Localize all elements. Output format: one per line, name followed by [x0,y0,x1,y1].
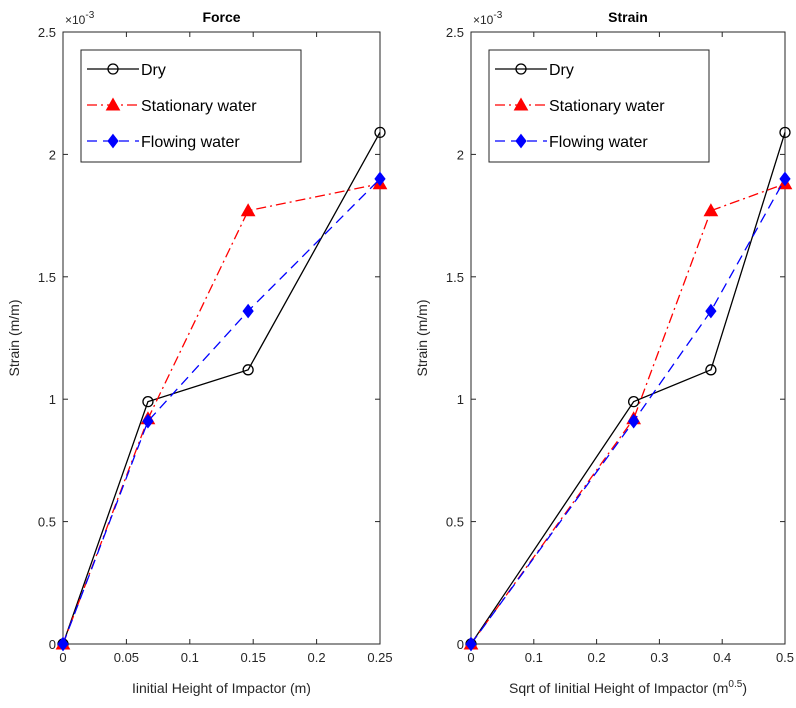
series-line [62,132,381,645]
y-tick-label: 1.5 [446,270,464,285]
data-point [142,413,154,429]
y-tick-label: 0 [49,637,56,652]
legend-label: Stationary water [141,98,257,115]
legend-marker [513,97,529,111]
data-point [57,636,69,652]
chart-panel-1: 0 0.05 0.1 0.15 0.2 0.25 0 0.5 1 1.5 2 2.5 ×10-3 Forc… [6,9,393,696]
data-point [242,364,254,376]
series-line [62,178,381,645]
x-axis-label: Sqrt of Iinitial Height of Impactor (m0.… [509,679,747,696]
chart-title: Strain [608,9,648,25]
x-tick-label: 0.2 [588,650,606,665]
data-point [242,303,254,319]
x-tick-label: 0.1 [525,650,543,665]
data-point [374,171,386,187]
chart-title: Force [202,9,240,25]
x-tick-label: 0.2 [308,650,326,665]
x-tick-label: 0.05 [114,650,139,665]
series-flowing-water [57,171,386,652]
x-tick-label: 0.15 [241,650,266,665]
series-flowing-water [465,171,791,652]
x-tick-label: 0.1 [181,650,199,665]
data-point [779,126,791,139]
x-tick-label: 0.5 [776,650,794,665]
data-point [705,303,717,319]
y-tick-label: 1 [457,392,464,407]
legend-label: Stationary water [549,98,665,115]
series-line [470,178,786,645]
y-tick-label: 2 [457,147,464,162]
chart-panel-2: 0 0.1 0.2 0.3 0.4 0.5 0 0.5 1 1.5 2 2.5 ×10-3 Strain S… [414,9,794,696]
series-line [470,183,786,645]
y-tick-label: 2.5 [446,25,464,40]
legend-marker [515,63,527,75]
y-exponent-label: ×10-3 [65,10,95,27]
y-tick-label: 2.5 [38,25,56,40]
series-line [470,132,786,645]
y-tick-label: 2 [49,147,56,162]
y-tick-label: 0 [457,637,464,652]
y-exponent-label: ×10-3 [473,10,503,27]
legend-label: Dry [141,62,166,79]
legend: Dry Stationary water Flowing water [488,49,710,163]
x-tick-label: 0.25 [367,650,392,665]
legend-label: Dry [549,62,574,79]
legend-label: Flowing water [141,134,240,151]
data-point [142,395,154,408]
y-tick-label: 0.5 [38,515,56,530]
data-point [703,203,719,217]
legend: Dry Stationary water Flowing water [80,49,302,163]
y-tick-label: 0.5 [446,515,464,530]
legend-label: Flowing water [549,134,648,151]
y-axis-label: Strain (m/m) [6,300,22,377]
data-point [628,413,640,429]
y-tick-label: 1 [49,392,56,407]
x-tick-label: 0 [59,650,66,665]
data-point [628,395,640,408]
y-axis-label: Strain (m/m) [414,300,430,377]
x-tick-label: 0.3 [650,650,668,665]
legend-marker [107,63,119,75]
x-tick-label: 0.4 [713,650,731,665]
data-point [374,126,386,139]
data-point [240,203,256,217]
data-point [705,364,717,376]
y-tick-label: 1.5 [38,270,56,285]
legend-marker [515,133,527,149]
x-axis-label: Iinitial Height of Impactor (m) [132,680,311,696]
x-tick-label: 0 [467,650,474,665]
data-point [465,636,477,652]
legend-marker [107,133,119,149]
data-point [779,171,791,187]
legend-marker [105,97,121,111]
